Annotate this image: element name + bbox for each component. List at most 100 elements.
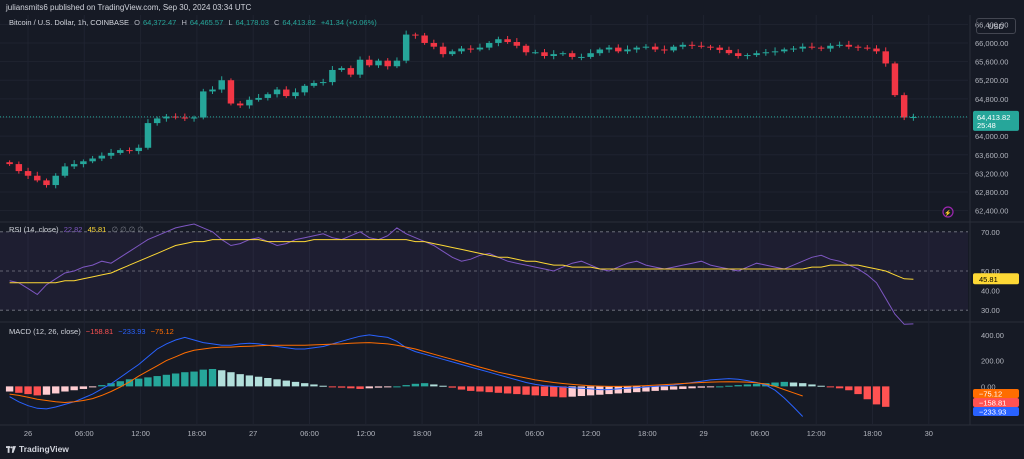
currency-button[interactable]: USD: [976, 18, 1016, 34]
macd-histogram-bar: [743, 384, 752, 387]
candle-body: [541, 52, 548, 56]
candle-body: [836, 44, 843, 46]
macd-histogram-bar: [5, 386, 14, 392]
candle-body: [559, 53, 567, 55]
macd-histogram-bar: [402, 385, 410, 387]
macd-tick-label: 0.00: [981, 382, 996, 391]
price-tick-label: 64,000.00: [975, 132, 1008, 141]
macd-histogram-bar: [171, 373, 180, 387]
candle-body: [661, 49, 668, 51]
macd-histogram-bar: [88, 386, 97, 388]
candle-body: [393, 60, 401, 67]
x-tick-label: 12:00: [807, 429, 826, 438]
macd-histogram-bar: [190, 371, 198, 387]
macd-histogram-bar: [411, 383, 420, 387]
candle-body: [624, 49, 631, 52]
logo-text: TradingView: [19, 444, 69, 454]
candle-body: [384, 60, 391, 67]
macd-histogram-bar: [310, 384, 318, 387]
candle-body: [356, 59, 364, 75]
macd-histogram-bar: [623, 386, 632, 393]
macd-histogram-bar: [799, 383, 807, 387]
candle-body: [283, 89, 290, 97]
macd-histogram-bar: [503, 386, 512, 394]
tradingview-logo[interactable]: TradingView: [6, 444, 69, 454]
candle-body: [845, 44, 853, 47]
candle-body: [882, 51, 889, 64]
macd-tag-label: −158.81: [979, 399, 1006, 408]
macd-legend: MACD (12, 26, close) −158.81 −233.93 −75…: [9, 327, 177, 336]
last-price-label: 64,413.82: [977, 113, 1010, 122]
candle-body: [144, 123, 152, 148]
candle-body: [900, 95, 908, 118]
x-tick-label: 29: [699, 429, 707, 438]
candle-body: [181, 117, 189, 119]
macd-histogram-bar: [125, 379, 134, 387]
candle-body: [725, 49, 733, 54]
x-tick-label: 06:00: [525, 429, 544, 438]
macd-histogram-bar: [236, 374, 244, 387]
publisher-line: juliansmits6 published on TradingView.co…: [6, 3, 252, 12]
candle-body: [707, 46, 714, 48]
macd-histogram-bar: [264, 378, 272, 387]
candle-body: [200, 91, 207, 118]
macd-histogram-bar: [697, 386, 705, 388]
candle-body: [605, 47, 613, 50]
candle-body: [52, 175, 59, 186]
macd-histogram-bar: [319, 385, 327, 387]
candle-body: [89, 158, 96, 162]
macd-histogram-bar: [24, 386, 32, 395]
macd-histogram-bar: [614, 386, 622, 394]
macd-label: MACD (12, 26, close): [9, 327, 81, 336]
x-tick-label: 27: [249, 429, 257, 438]
candle-body: [135, 147, 142, 152]
candle-body: [6, 162, 13, 165]
rsi-extra: ∅ ∅ ∅ ∅: [111, 225, 144, 234]
candle-body: [218, 80, 225, 90]
macd-histogram-bar: [208, 368, 217, 387]
macd-histogram-bar: [457, 386, 466, 390]
candle-body: [430, 42, 438, 47]
macd-histogram-bar: [669, 386, 678, 390]
macd-histogram-bar: [218, 370, 226, 387]
rsi-tick-label: 30.00: [981, 306, 1000, 315]
macd-histogram-bar: [199, 369, 207, 387]
macd-histogram-bar: [79, 386, 88, 389]
candle-body: [587, 53, 594, 57]
macd-histogram-bar: [15, 386, 23, 393]
candle-body: [107, 152, 115, 156]
macd-histogram-bar: [854, 386, 862, 395]
macd-tag-label: −75.12: [979, 390, 1002, 399]
candle-body: [864, 47, 871, 49]
tradingview-icon: [6, 445, 16, 453]
x-tick-label: 18:00: [638, 429, 657, 438]
rsi-ma-tag: [973, 273, 1019, 285]
open-value: 64,372.47: [142, 18, 177, 27]
price-tick-label: 62,400.00: [975, 207, 1008, 216]
macd-tick-label: 400.00: [981, 331, 1004, 340]
x-tick-label: 28: [474, 429, 482, 438]
low-value: 64,178.03: [235, 18, 269, 27]
candle-body: [716, 47, 723, 50]
x-tick-label: 06:00: [300, 429, 319, 438]
candle-body: [61, 166, 69, 176]
candle-body: [504, 39, 511, 43]
candle-body: [402, 34, 410, 61]
candle-body: [633, 47, 640, 50]
macd-histogram-bar: [384, 386, 392, 388]
macd-histogram-bar: [605, 386, 613, 395]
macd-histogram-bar: [337, 386, 346, 388]
candle-body: [568, 53, 576, 57]
macd-histogram-bar: [52, 386, 60, 394]
x-tick-label: 18:00: [863, 429, 882, 438]
candle-body: [412, 34, 419, 36]
macd-histogram-bar: [227, 372, 235, 387]
macd-histogram-bar: [513, 386, 521, 395]
symbol-label: Bitcoin / U.S. Dollar, 1h, COINBASE: [9, 18, 130, 27]
macd-signal-line: [9, 342, 803, 404]
candle-body: [596, 49, 604, 54]
rsi-value: 22.82: [63, 225, 83, 234]
candle-body: [476, 47, 484, 50]
price-tick-label: 63,600.00: [975, 151, 1008, 160]
